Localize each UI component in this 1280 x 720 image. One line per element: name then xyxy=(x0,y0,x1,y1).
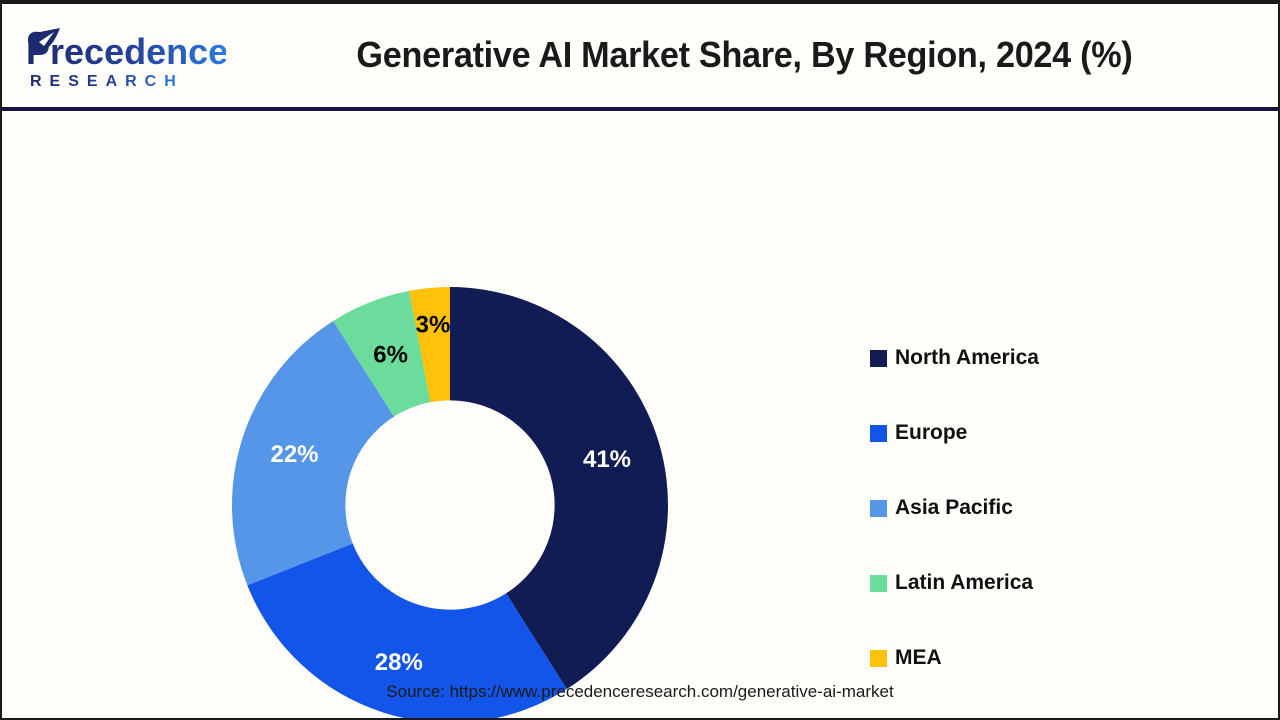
logo-brand-text: Precedence xyxy=(26,31,226,72)
legend-label-asia-pacific: Asia Pacific xyxy=(895,496,1013,519)
legend-swatch-europe xyxy=(870,424,887,442)
legend-label-europe: Europe xyxy=(895,421,968,444)
slice-label-europe: 28% xyxy=(375,649,423,676)
legend-swatch-latin-america xyxy=(870,574,887,592)
logo-subbrand-text: RESEARCH xyxy=(30,73,184,90)
donut-slice-latin-america xyxy=(333,290,431,417)
donut-slice-north-america xyxy=(450,287,668,690)
legend-label-mea: MEA xyxy=(895,646,942,669)
donut-slice-asia-pacific xyxy=(232,320,394,586)
page-title: Generative AI Market Share, By Region, 2… xyxy=(322,34,1167,76)
logo-bolt-icon xyxy=(39,32,54,46)
header-divider xyxy=(2,107,1278,111)
legend-label-north-america: North America xyxy=(895,346,1039,369)
legend-item-europe: Europe xyxy=(870,420,1039,446)
page-title-text: Generative AI Market Share, By Region, 2… xyxy=(356,34,1133,75)
precedence-research-logo: Precedence RESEARCH xyxy=(26,28,226,90)
legend-item-mea: MEA xyxy=(870,645,1039,671)
legend-item-asia-pacific: Asia Pacific xyxy=(870,495,1039,521)
chart-area: 41% 28% 22% 6% 3% North America Europe Asia Pa… xyxy=(2,111,1278,718)
legend-swatch-mea xyxy=(870,649,887,667)
legend-item-north-america: North America xyxy=(870,345,1039,371)
donut-slice-mea xyxy=(409,287,450,403)
legend-item-latin-america: Latin America xyxy=(870,570,1039,596)
legend-label-latin-america: Latin America xyxy=(895,571,1034,594)
slice-label-mea: 3% xyxy=(416,311,451,338)
legend: North America Europe Asia Pacific Latin Ame… xyxy=(870,345,1039,718)
slice-label-asia-pacific: 22% xyxy=(270,441,318,468)
donut-chart: 41% 28% 22% 6% 3% xyxy=(232,287,668,718)
slice-label-north-america: 41% xyxy=(583,446,631,473)
source-text: Source: https://www.precedenceresearch.c… xyxy=(386,682,894,701)
slice-label-latin-america: 6% xyxy=(373,342,408,369)
legend-swatch-north-america xyxy=(870,349,887,367)
header: Precedence RESEARCH Generative AI Market… xyxy=(2,4,1278,107)
donut-slice-europe xyxy=(247,543,567,718)
legend-swatch-asia-pacific xyxy=(870,499,887,517)
